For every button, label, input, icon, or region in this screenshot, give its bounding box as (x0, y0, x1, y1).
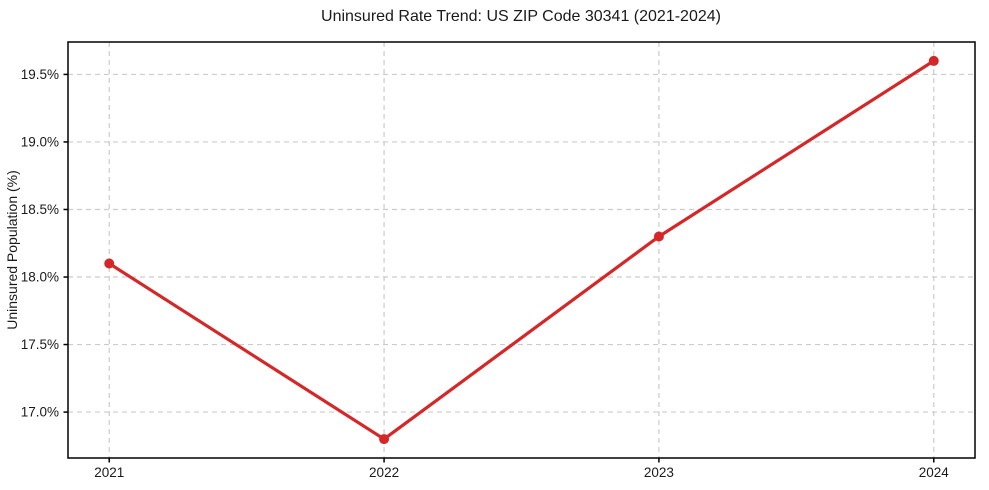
y-tick-label: 18.0% (21, 270, 59, 285)
data-point-2021 (104, 258, 115, 269)
y-tick-label: 19.0% (21, 134, 59, 149)
chart-title: Uninsured Rate Trend: US ZIP Code 30341 … (321, 8, 721, 25)
y-tick-label: 18.5% (21, 202, 59, 217)
x-tick-label: 2024 (919, 465, 950, 480)
y-tick-label: 19.5% (21, 67, 59, 82)
y-axis-label: Uninsured Population (%) (4, 170, 20, 330)
data-point-2022 (379, 434, 390, 445)
y-tick-label: 17.5% (21, 337, 59, 352)
data-point-2023 (653, 231, 664, 242)
data-point-2024 (928, 55, 939, 66)
plot-area: 17.0% 17.5% 18.0% 18.5% 19.0% 19.5% 2021 2022 20… (21, 41, 976, 480)
plot-border (67, 41, 976, 459)
x-tick-label: 2023 (644, 465, 674, 480)
x-tick-label: 2022 (369, 465, 399, 480)
x-tick-label: 2021 (94, 465, 124, 480)
y-tick-label: 17.0% (21, 405, 59, 420)
trend-line (107, 59, 936, 441)
